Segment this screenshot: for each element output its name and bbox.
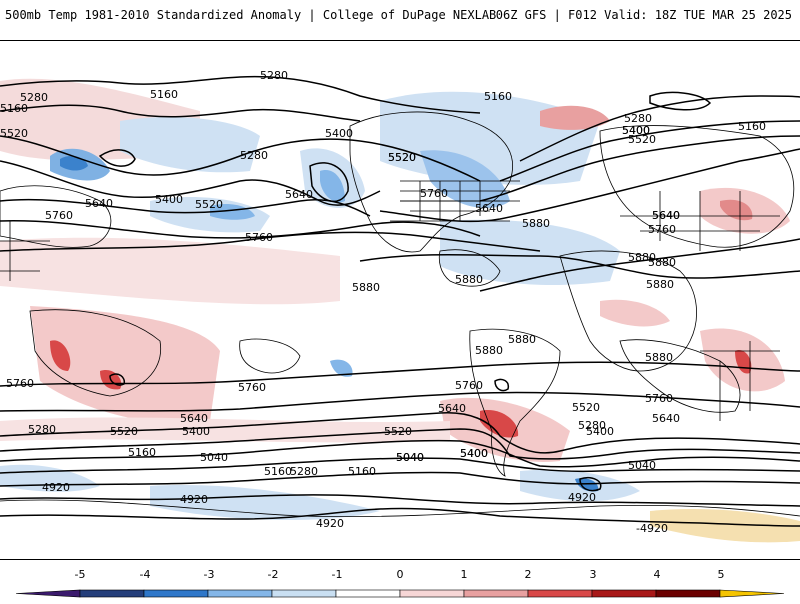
contour-label: 5520 xyxy=(628,133,656,146)
colorbar-tick: -4 xyxy=(140,568,151,581)
colorbar-swatch xyxy=(719,589,785,598)
contour-label: 5520 xyxy=(0,127,28,140)
contour-label: 5640 xyxy=(85,197,113,210)
contour-label: 4920 xyxy=(42,481,70,494)
contour-label: 5400 xyxy=(460,447,488,460)
contour-label: 5880 xyxy=(646,278,674,291)
contour-label: 5160 xyxy=(264,465,292,478)
colorbar-legend: -5 -4 -3 -2 -1 0 1 2 3 4 5 xyxy=(15,568,785,598)
contour-label: 5640 xyxy=(438,402,466,415)
colorbar-swatch xyxy=(143,589,209,598)
contour-label: 5760 xyxy=(238,381,266,394)
contour-label: 5280 xyxy=(240,149,268,162)
contour-label: 5400 xyxy=(622,124,650,137)
colorbar-tick: 3 xyxy=(590,568,597,581)
contour-label: 5400 xyxy=(325,127,353,140)
colorbar-swatch xyxy=(655,589,721,598)
contour-label: 5640 xyxy=(475,202,503,215)
contour-label: 5280 xyxy=(260,69,288,82)
contour-label: 5640 xyxy=(285,188,313,201)
contour-label: 5400 xyxy=(182,425,210,438)
colorbar-swatch xyxy=(271,589,337,598)
contour-label: 5160 xyxy=(348,465,376,478)
contour-label: 5880 xyxy=(628,251,656,264)
colorbar-swatch xyxy=(335,589,401,598)
map-frame: 5280 5160 5280 5520 5160 5280 5640 5400 … xyxy=(0,40,800,560)
contour-label: 5160 xyxy=(150,88,178,101)
contour-label: 5520 xyxy=(388,151,416,164)
contour-label: 5520 xyxy=(195,198,223,211)
colorbar-swatch xyxy=(527,589,593,598)
contour-label: 5640 xyxy=(652,209,680,222)
colorbar-swatch xyxy=(399,589,465,598)
contour-label: 5880 xyxy=(645,351,673,364)
contour-label: 5760 xyxy=(6,377,34,390)
contour-label: 5160 xyxy=(738,120,766,133)
colorbar-tick: 2 xyxy=(525,568,532,581)
colorbar-swatch xyxy=(207,589,273,598)
contour-label: 5400 xyxy=(622,124,650,137)
contour-label: 5760 xyxy=(420,187,448,200)
contour-label: 5400 xyxy=(586,425,614,438)
colorbar-swatch xyxy=(591,589,657,598)
anomaly-map: 5280 5160 5280 5520 5160 5280 5640 5400 … xyxy=(0,69,800,543)
contour-label: 5760 xyxy=(648,223,676,236)
colorbar-swatch xyxy=(79,589,145,598)
contour-label: -4920 xyxy=(636,522,668,535)
colorbar-tick: 1 xyxy=(461,568,468,581)
colorbar-tick: -3 xyxy=(204,568,215,581)
contour-label: 5520 xyxy=(110,425,138,438)
contour-label: 5880 xyxy=(648,256,676,269)
title-bar: 500mb Temp 1981-2010 Standardized Anomal… xyxy=(0,0,800,30)
colorbar-tick: 4 xyxy=(654,568,661,581)
contour-label: 5760 xyxy=(245,231,273,244)
contour-label: 5640 xyxy=(180,412,208,425)
colorbar-swatch xyxy=(463,589,529,598)
colorbar-tick: -1 xyxy=(332,568,343,581)
contour-label: 5280 xyxy=(578,419,606,432)
colorbar-tick: 0 xyxy=(397,568,404,581)
contour-label: 5760 xyxy=(45,209,73,222)
contour-label: 5040 xyxy=(396,451,424,464)
contour-label: 5880 xyxy=(455,273,483,286)
contour-label: 5160 xyxy=(128,446,156,459)
contour-label: 5160 xyxy=(484,90,512,103)
contour-labels: 5280 5160 5280 5520 5160 5280 5640 5400 … xyxy=(0,69,766,535)
colorbar-ticks: -5 -4 -3 -2 -1 0 1 2 3 4 5 xyxy=(75,568,725,581)
contour-label: 5520 xyxy=(572,401,600,414)
chart-title: 500mb Temp 1981-2010 Standardized Anomal… xyxy=(5,8,497,22)
contour-label: 4920 xyxy=(180,493,208,506)
height-contours xyxy=(0,75,800,527)
colorbar-tick: 5 xyxy=(718,568,725,581)
contour-label: 4920 xyxy=(568,491,596,504)
contour-label: 5640 xyxy=(652,209,680,222)
contour-label: 5400 xyxy=(460,447,488,460)
contour-label: 4920 xyxy=(316,517,344,530)
coastlines xyxy=(0,111,800,518)
contour-label: 5760 xyxy=(645,392,673,405)
contour-label: 5760 xyxy=(455,379,483,392)
contour-label: 5280 xyxy=(624,112,652,125)
colorbar-tick: -5 xyxy=(75,568,86,581)
contour-label: 5280 xyxy=(20,91,48,104)
contour-label: 5880 xyxy=(352,281,380,294)
colorbar-swatch xyxy=(15,589,81,598)
contour-label: 5280 xyxy=(28,423,56,436)
contour-label: 5040 xyxy=(628,459,656,472)
colorbar-tick: -2 xyxy=(268,568,279,581)
contour-label: 5400 xyxy=(155,193,183,206)
contour-label: 5280 xyxy=(290,465,318,478)
contour-label: 5880 xyxy=(475,344,503,357)
contour-label: 5880 xyxy=(522,217,550,230)
contour-label: 5160 xyxy=(0,102,28,115)
contour-label: 5640 xyxy=(652,412,680,425)
contour-label: 5040 xyxy=(396,451,424,464)
contour-label: 5520 xyxy=(388,151,416,164)
contour-label: 5880 xyxy=(508,333,536,346)
colorbar-swatches xyxy=(15,589,785,598)
contour-label: 5040 xyxy=(200,451,228,464)
model-run-info: 06Z GFS | F012 Valid: 18Z TUE MAR 25 202… xyxy=(495,8,792,22)
contour-label: 5520 xyxy=(384,425,412,438)
colorbar: -5 -4 -3 -2 -1 0 1 2 3 4 5 xyxy=(0,566,800,600)
